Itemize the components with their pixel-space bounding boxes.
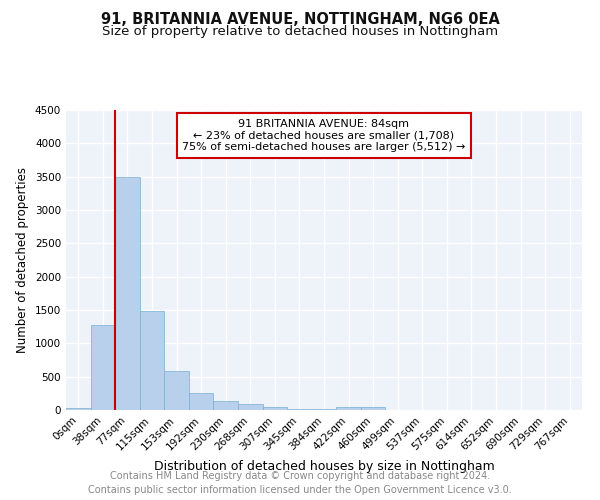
- Text: 91, BRITANNIA AVENUE, NOTTINGHAM, NG6 0EA: 91, BRITANNIA AVENUE, NOTTINGHAM, NG6 0E…: [101, 12, 499, 28]
- Bar: [189, 394, 214, 410]
- Bar: [361, 408, 385, 410]
- Bar: [238, 404, 263, 410]
- Text: Contains HM Land Registry data © Crown copyright and database right 2024.
Contai: Contains HM Land Registry data © Crown c…: [88, 471, 512, 495]
- Bar: [263, 407, 287, 410]
- Bar: [91, 326, 115, 410]
- Text: 91 BRITANNIA AVENUE: 84sqm
← 23% of detached houses are smaller (1,708)
75% of s: 91 BRITANNIA AVENUE: 84sqm ← 23% of deta…: [182, 119, 466, 152]
- Text: Size of property relative to detached houses in Nottingham: Size of property relative to detached ho…: [102, 25, 498, 38]
- Y-axis label: Number of detached properties: Number of detached properties: [16, 167, 29, 353]
- Bar: [164, 372, 189, 410]
- Bar: [140, 312, 164, 410]
- X-axis label: Distribution of detached houses by size in Nottingham: Distribution of detached houses by size …: [154, 460, 494, 473]
- Bar: [66, 408, 91, 410]
- Bar: [115, 176, 140, 410]
- Bar: [336, 408, 361, 410]
- Bar: [287, 408, 312, 410]
- Bar: [214, 400, 238, 410]
